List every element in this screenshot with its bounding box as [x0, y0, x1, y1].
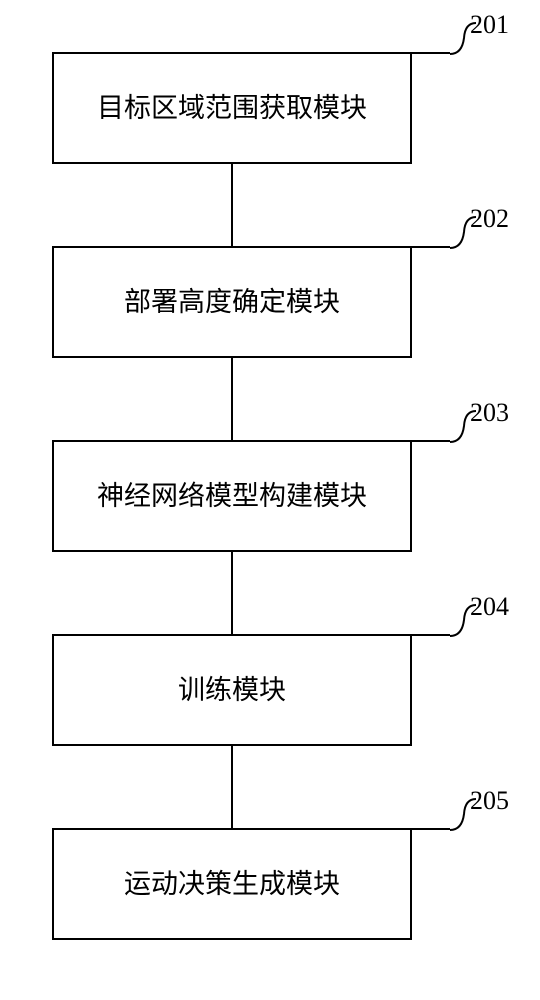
leader-line	[412, 440, 450, 442]
reference-number: 203	[470, 398, 509, 428]
leader-line	[412, 634, 450, 636]
module-box: 运动决策生成模块	[52, 828, 412, 940]
leader-line	[412, 52, 450, 54]
module-label: 部署高度确定模块	[124, 286, 340, 318]
module-label: 训练模块	[178, 674, 286, 706]
module-box: 训练模块	[52, 634, 412, 746]
connector-line	[231, 746, 233, 828]
module-label: 神经网络模型构建模块	[97, 480, 367, 512]
reference-number: 201	[470, 10, 509, 40]
module-box: 目标区域范围获取模块	[52, 52, 412, 164]
reference-number: 202	[470, 204, 509, 234]
module-label: 运动决策生成模块	[124, 868, 340, 900]
leader-line	[412, 246, 450, 248]
connector-line	[231, 164, 233, 246]
reference-number: 204	[470, 592, 509, 622]
module-label: 目标区域范围获取模块	[97, 92, 367, 124]
flowchart-canvas: 目标区域范围获取模块 部署高度确定模块 神经网络模型构建模块 训练模块 运动决策…	[0, 0, 540, 1000]
module-box: 部署高度确定模块	[52, 246, 412, 358]
connector-line	[231, 358, 233, 440]
leader-line	[412, 828, 450, 830]
module-box: 神经网络模型构建模块	[52, 440, 412, 552]
connector-line	[231, 552, 233, 634]
reference-number: 205	[470, 786, 509, 816]
